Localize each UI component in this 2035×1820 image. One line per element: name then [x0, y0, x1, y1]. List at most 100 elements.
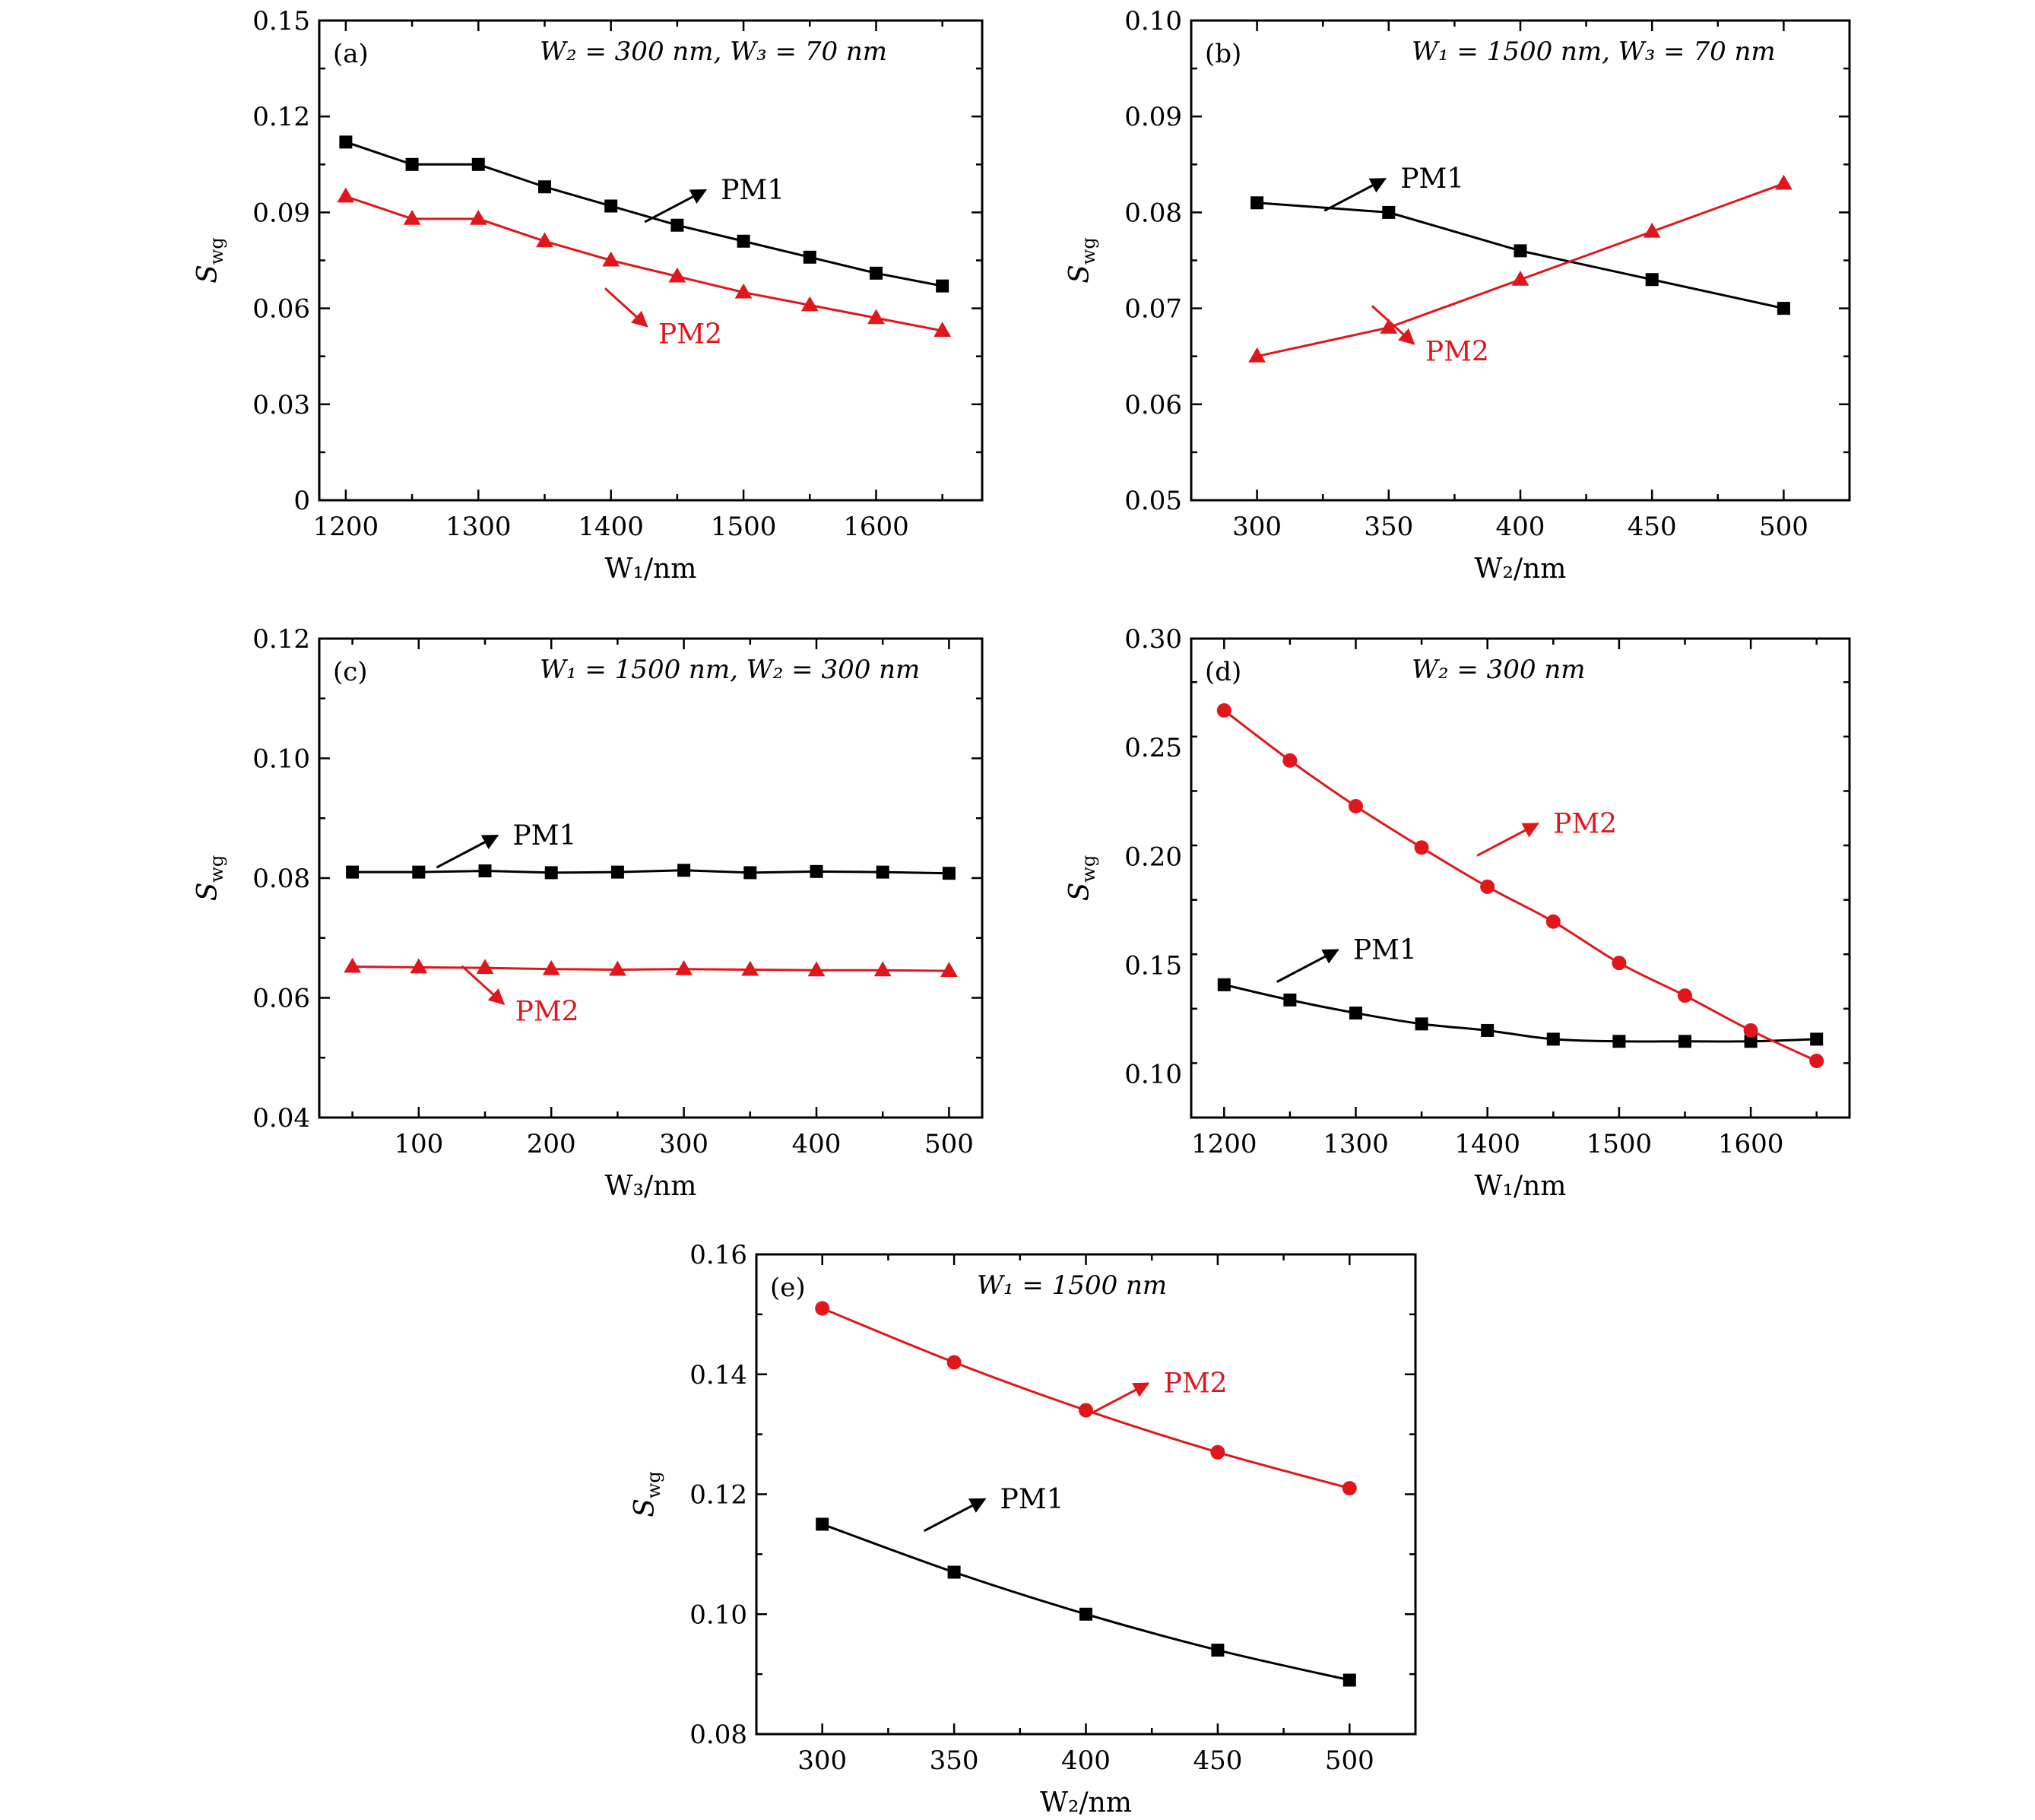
- data-point-pm2: [1743, 1023, 1758, 1038]
- y-tick-label: 0.10: [1124, 1060, 1182, 1090]
- series-pm2: [815, 1301, 1357, 1496]
- y-tick-label: 0.09: [1124, 102, 1182, 132]
- data-point-pm2: [741, 960, 759, 976]
- data-point-pm2: [873, 961, 892, 977]
- data-point-pm2: [867, 309, 885, 325]
- data-point-pm2: [1216, 703, 1231, 718]
- y-tick-label: 0: [293, 486, 310, 516]
- data-point-pm2: [1210, 1444, 1225, 1460]
- data-point-pm1: [737, 234, 750, 248]
- annotation-label: PM2: [1553, 808, 1617, 839]
- x-tick-label: 500: [1759, 512, 1808, 542]
- data-point-pm2: [476, 959, 494, 975]
- data-point-pm1: [1744, 1035, 1758, 1048]
- annotation-label: PM2: [515, 997, 579, 1028]
- condition-text: W₁ = 1500 nm: [977, 1270, 1167, 1301]
- x-tick-label: 300: [659, 1129, 708, 1159]
- panel-tag: (a): [333, 39, 369, 69]
- y-tick-label: 0.14: [689, 1360, 747, 1390]
- series-pm1: [1250, 196, 1790, 315]
- x-tick-label: 1400: [1454, 1129, 1520, 1159]
- series-pm1: [816, 1517, 1356, 1687]
- series-line-pm2: [822, 1307, 1350, 1490]
- data-point-pm1: [1250, 196, 1264, 210]
- series-pm1: [346, 864, 956, 880]
- data-point-pm1: [1217, 978, 1231, 991]
- data-point-pm2: [1809, 1054, 1824, 1069]
- x-tick-label: 500: [924, 1129, 974, 1159]
- data-point-pm1: [1777, 302, 1790, 315]
- annotation-arrow: [1476, 823, 1539, 857]
- annotation-arrow: [1323, 177, 1387, 212]
- data-point-pm1: [1810, 1032, 1824, 1046]
- y-tick-label: 0.12: [689, 1480, 747, 1511]
- data-point-pm1: [405, 157, 419, 171]
- data-point-pm2: [536, 232, 553, 248]
- data-point-pm2: [1612, 956, 1627, 971]
- annotation-label: PM2: [1164, 1368, 1228, 1400]
- panel-a: 1200 1300 1400 1500 1600 0 0.03 0.06 0.09 0.12 0.1…: [192, 6, 984, 585]
- y-axis-label: Swg: [629, 1471, 664, 1517]
- annotation-label: PM1: [512, 820, 576, 851]
- data-point-pm1: [537, 180, 551, 194]
- data-point-pm2: [934, 322, 952, 338]
- annotation-pm2: PM2: [1476, 808, 1617, 857]
- series-line-pm1: [352, 869, 949, 875]
- data-point-pm1: [412, 865, 426, 879]
- x-tick-label: 100: [394, 1129, 443, 1159]
- x-tick-label: 300: [797, 1745, 847, 1776]
- annotation-pm1: PM1: [436, 820, 576, 869]
- data-point-pm1: [743, 866, 757, 880]
- panel-tag: (c): [333, 657, 368, 687]
- plot-frame: [1190, 19, 1851, 502]
- y-tick-label: 0.03: [252, 390, 310, 420]
- annotation-arrow: [1371, 305, 1415, 345]
- annotation-arrow: [644, 189, 708, 224]
- x-tick-label: 1600: [843, 512, 909, 542]
- data-point-pm1: [936, 279, 949, 293]
- y-tick-label: 0.06: [1124, 390, 1182, 420]
- data-point-pm2: [1678, 988, 1692, 1004]
- x-tick-label: 1300: [1323, 1129, 1389, 1159]
- annotation-label: PM1: [1400, 163, 1464, 195]
- annotation-pm2: PM2: [1371, 305, 1489, 367]
- panel-tag: (e): [770, 1273, 806, 1303]
- series-line-pm1: [345, 141, 943, 287]
- y-tick-label: 0.09: [252, 198, 310, 228]
- x-tick-label: 350: [1364, 512, 1413, 542]
- data-point-pm1: [544, 866, 558, 880]
- condition-text: W₁ = 1500 nm, W₃ = 70 nm: [1412, 36, 1776, 67]
- series-pm2: [1248, 174, 1793, 363]
- annotation-label: PM1: [721, 175, 785, 206]
- condition-text: W₂ = 300 nm, W₃ = 70 nm: [540, 36, 887, 67]
- y-tick-label: 0.05: [1124, 486, 1182, 516]
- data-point-pm1: [1342, 1673, 1356, 1687]
- data-point-pm1: [677, 864, 691, 877]
- data-point-pm1: [1349, 1007, 1362, 1020]
- y-tick-label: 0.06: [252, 984, 310, 1014]
- series-pm2: [344, 957, 958, 978]
- series-line-pm2: [345, 195, 943, 332]
- panel-tag: (b): [1205, 39, 1241, 69]
- x-tick-label: 1600: [1718, 1129, 1784, 1159]
- annotation-arrow: [461, 965, 506, 1006]
- annotation-arrow: [1086, 1382, 1150, 1416]
- data-point-pm2: [675, 959, 693, 975]
- x-tick-label: 300: [1232, 512, 1282, 542]
- y-tick-label: 0.12: [252, 624, 310, 655]
- data-point-pm2: [1282, 753, 1298, 768]
- data-point-pm2: [410, 958, 428, 974]
- data-point-pm2: [1511, 270, 1529, 286]
- annotation-label: PM1: [1000, 1484, 1064, 1515]
- data-point-pm2: [815, 1301, 830, 1316]
- y-axis-label: Swg: [1064, 855, 1099, 902]
- annotation-arrow: [436, 834, 499, 869]
- condition-text: W₂ = 300 nm: [1412, 655, 1586, 685]
- annotation-pm2: PM2: [1086, 1368, 1228, 1416]
- series-pm1: [1217, 978, 1824, 1048]
- data-point-pm2: [734, 283, 753, 299]
- x-tick-label: 1500: [1586, 1129, 1653, 1159]
- data-point-pm1: [346, 865, 360, 879]
- data-point-pm1: [1546, 1032, 1560, 1046]
- y-axis-label: Swg: [192, 237, 227, 284]
